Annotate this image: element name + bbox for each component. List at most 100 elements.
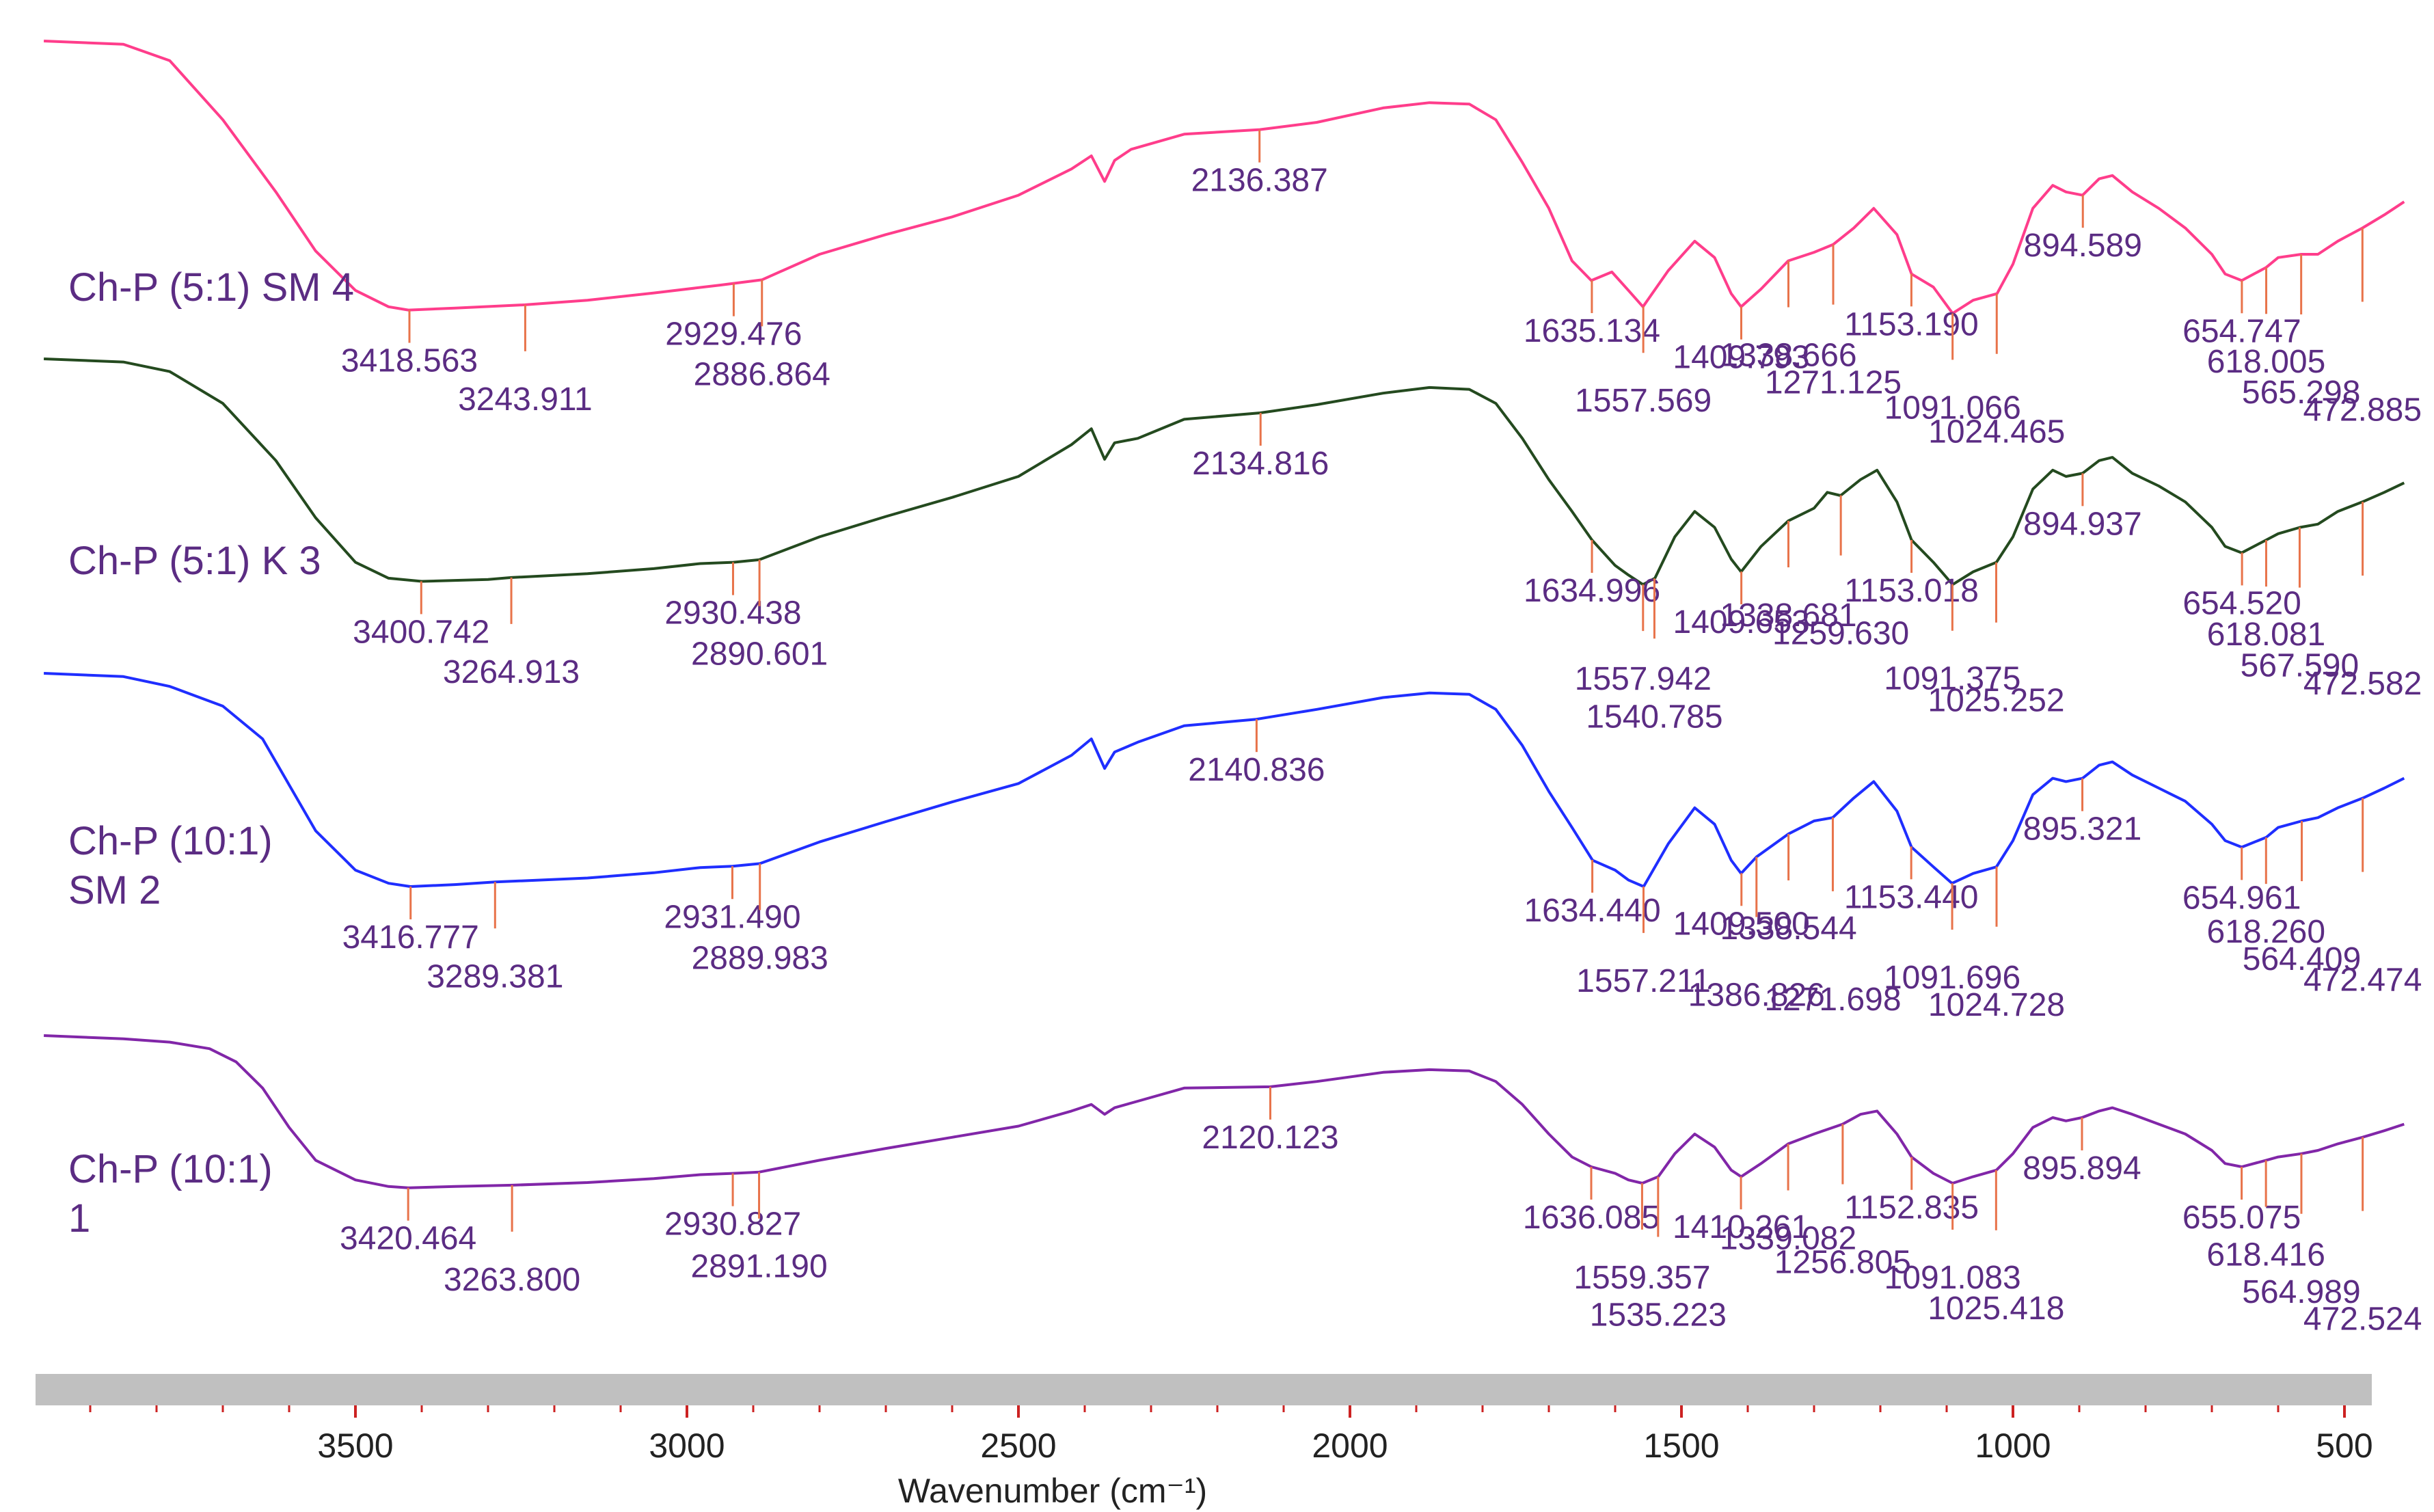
- peak-label: 1024.465: [1928, 414, 2065, 450]
- peak-label: 618.260: [2207, 914, 2326, 950]
- peak-label: 1256.805: [1774, 1244, 1911, 1280]
- peak-label: 1338.666: [1720, 337, 1856, 373]
- x-tick-label: 1000: [1975, 1427, 2051, 1465]
- x-tick-label: 1500: [1643, 1427, 1719, 1465]
- peak-label: 654.520: [2182, 585, 2301, 621]
- peak-label: 2889.983: [692, 940, 828, 976]
- peak-label: 618.005: [2207, 344, 2326, 380]
- series-name-label: SM 2: [68, 868, 161, 913]
- peak-label: 567.590: [2241, 648, 2359, 684]
- series-name-label: 1: [68, 1196, 90, 1241]
- peak-label: 3400.742: [353, 614, 489, 650]
- peak-label: 1091.696: [1884, 960, 2020, 996]
- peak-label: 1339.082: [1720, 1220, 1856, 1256]
- peak-label: 1634.996: [1524, 573, 1660, 609]
- peak-label: 2891.190: [690, 1249, 827, 1285]
- peak-label: 2930.827: [664, 1206, 801, 1243]
- peak-label: 1540.785: [1586, 699, 1722, 735]
- peak-label: 1025.252: [1928, 683, 2064, 719]
- peak-label: 2890.601: [691, 636, 828, 673]
- peak-label: 2929.476: [665, 316, 802, 353]
- series-name-label: Ch-P (5:1) SM 4: [68, 265, 354, 310]
- peak-label: 2931.490: [664, 899, 800, 935]
- peak-label: 1386.826: [1688, 977, 1825, 1014]
- axis-bar: [36, 1374, 2372, 1405]
- peak-label: 618.416: [2206, 1237, 2325, 1273]
- x-tick-label: 2000: [1312, 1427, 1388, 1465]
- peak-label: 1338.544: [1720, 910, 1857, 947]
- peak-label: 1409.653: [1673, 604, 1810, 640]
- series-name-label: Ch-P (10:1): [68, 1147, 273, 1191]
- series-4: 3420.464 3263.800 2930.827 2891.190 2120.123…: [44, 1034, 2422, 1338]
- peak-label: 2120.123: [1202, 1120, 1338, 1156]
- peak-label: 2134.816: [1192, 446, 1329, 482]
- peak-label: 1091.083: [1884, 1260, 2021, 1296]
- peak-label: 1271.698: [1764, 982, 1901, 1018]
- series-line: [44, 1034, 2405, 1189]
- x-tick-label: 500: [2316, 1427, 2372, 1465]
- peak-label: 1152.835: [1844, 1190, 1979, 1226]
- peak-label: 654.961: [2182, 880, 2301, 916]
- peak-label: 1271.125: [1765, 365, 1902, 401]
- series-line: [44, 40, 2405, 315]
- peak-label: 894.937: [2023, 506, 2142, 542]
- x-tick-label: 2500: [980, 1427, 1056, 1465]
- peak-label: 1557.211: [1576, 963, 1711, 999]
- peak-label: 1409.500: [1673, 906, 1810, 942]
- peak-label: 565.298: [2242, 375, 2361, 411]
- peak-label: 1259.630: [1772, 616, 1909, 652]
- peak-label: 3420.464: [340, 1221, 476, 1257]
- peak-label: 472.524: [2303, 1301, 2422, 1338]
- peak-label: 3264.913: [443, 654, 580, 690]
- x-tick-label: 3000: [649, 1427, 725, 1465]
- peak-label: 1635.134: [1524, 313, 1660, 349]
- peak-label: 1557.942: [1575, 661, 1712, 697]
- peak-label: 1024.728: [1928, 987, 2065, 1023]
- series-name-label: Ch-P (5:1) K 3: [68, 539, 321, 583]
- peak-label: 1409.793: [1673, 340, 1809, 376]
- peak-label: 655.075: [2182, 1200, 2301, 1236]
- peak-label: 2136.387: [1191, 163, 1328, 199]
- peak-label: 1410.261: [1673, 1209, 1809, 1245]
- peak-label: 2886.864: [694, 356, 830, 392]
- peak-label: 895.894: [2023, 1150, 2141, 1187]
- peak-label: 3416.777: [342, 919, 479, 956]
- peak-label: 472.474: [2303, 962, 2422, 999]
- peak-label: 1559.357: [1573, 1260, 1710, 1296]
- peak-label: 3243.911: [458, 381, 593, 418]
- peak-label: 895.321: [2023, 811, 2142, 848]
- x-axis: 3500 3000 2500 2000 1500 1000 500: [36, 1374, 2373, 1465]
- peak-label: 1153.440: [1844, 879, 1979, 915]
- peak-label: 472.885: [2303, 392, 2422, 429]
- series-line: [44, 357, 2405, 586]
- peak-label: 1557.569: [1575, 383, 1712, 419]
- peak-label: 1338.681: [1720, 597, 1856, 634]
- peak-label: 1025.418: [1928, 1291, 2064, 1327]
- peak-label: 1636.085: [1523, 1200, 1660, 1236]
- series-name-label: Ch-P (10:1): [68, 819, 273, 863]
- peak-label: 654.747: [2182, 313, 2301, 349]
- peak-label: 2930.438: [664, 595, 801, 632]
- series-line: [44, 672, 2405, 888]
- x-tick-label: 3500: [317, 1427, 393, 1465]
- peak-label: 1091.375: [1884, 661, 2020, 697]
- series-2: 3400.742 3264.913 2930.438 2890.601 2134.816…: [44, 357, 2422, 735]
- peak-label: 1153.018: [1844, 573, 1979, 609]
- peak-label: 1153.190: [1844, 306, 1979, 342]
- peak-label: 472.582: [2303, 666, 2422, 702]
- peak-label: 3263.800: [444, 1262, 580, 1298]
- peak-label: 564.409: [2243, 941, 2362, 977]
- peak-label: 3418.563: [341, 343, 478, 379]
- peak-label: 1091.066: [1884, 390, 2021, 426]
- peak-label: 2140.836: [1188, 752, 1325, 788]
- peak-label: 894.589: [2023, 228, 2142, 264]
- peak-label: 3289.381: [427, 958, 563, 995]
- peak-label: 564.989: [2242, 1274, 2361, 1310]
- peak-label: 618.081: [2207, 617, 2326, 653]
- x-axis-title: Wavenumber (cm⁻¹): [898, 1472, 1207, 1510]
